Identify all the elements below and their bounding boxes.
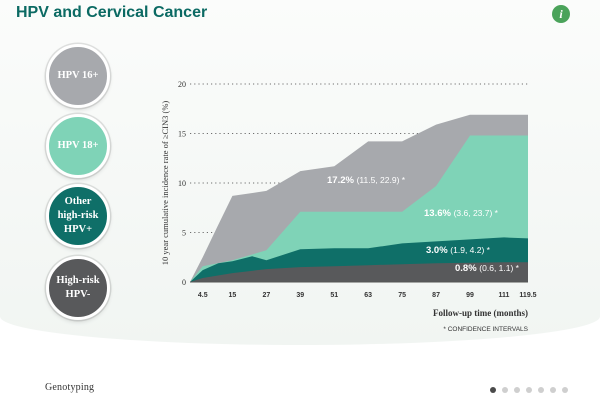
x-tick-label: 51 bbox=[330, 292, 338, 299]
series-annotation: 17.2% (11.5, 22.9) * bbox=[327, 175, 406, 186]
page-title: HPV and Cervical Cancer bbox=[16, 4, 208, 21]
footnote-label: * CONFIDENCE INTERVALS bbox=[443, 326, 528, 333]
genotype-label: Other high-risk HPV+ bbox=[57, 196, 99, 235]
x-tick-label: 4.5 bbox=[198, 292, 208, 299]
x-tick-label: 87 bbox=[432, 292, 440, 299]
y-tick-label: 0 bbox=[182, 278, 186, 287]
page-dot[interactable] bbox=[514, 387, 520, 393]
series-annotation: 13.6% (3.6, 23.7) * bbox=[424, 208, 499, 219]
incidence-chart: 0 5 10 15 20 4.5 15 27 39 51 63 75 87 99 111 119.5 17.2%… bbox=[160, 80, 537, 333]
y-tick-label: 5 bbox=[182, 229, 186, 238]
info-button[interactable]: i bbox=[552, 5, 570, 23]
y-tick-label: 15 bbox=[178, 130, 186, 139]
x-tick-label: 111 bbox=[498, 292, 509, 299]
x-tick-label: 63 bbox=[364, 292, 372, 299]
genotype-label: HPV 18+ bbox=[57, 140, 99, 151]
series-area bbox=[190, 262, 528, 282]
genotype-button-hpv16[interactable]: HPV 16+ bbox=[46, 44, 110, 108]
genotype-label: High-risk HPV- bbox=[56, 275, 100, 300]
genotype-label: HPV 16+ bbox=[57, 70, 99, 81]
series-annotation: 0.8% (0.6, 1.1) * bbox=[455, 263, 520, 274]
pagination-dots bbox=[490, 387, 574, 393]
x-tick-label: 75 bbox=[398, 292, 406, 299]
y-axis-label: 10 year cumulative incidence rate of ≥CI… bbox=[160, 101, 170, 266]
y-tick-label: 20 bbox=[178, 80, 186, 89]
x-tick-label: 119.5 bbox=[519, 292, 536, 299]
page-dot[interactable] bbox=[562, 387, 568, 393]
genotype-button-other-high-risk[interactable]: Other high-risk HPV+ bbox=[46, 184, 110, 248]
section-label: Genotyping bbox=[45, 382, 95, 393]
x-tick-label: 99 bbox=[466, 292, 474, 299]
page-dot[interactable] bbox=[502, 387, 508, 393]
series-annotation: 3.0% (1.9, 4.2) * bbox=[426, 245, 491, 256]
page-dot[interactable] bbox=[538, 387, 544, 393]
y-tick-label: 10 bbox=[178, 179, 186, 188]
x-axis-label: Follow-up time (months) bbox=[433, 308, 528, 318]
page-dot[interactable] bbox=[550, 387, 556, 393]
genotype-button-hpv18[interactable]: HPV 18+ bbox=[46, 114, 110, 178]
page-dot[interactable] bbox=[490, 387, 496, 393]
x-tick-label: 27 bbox=[262, 292, 270, 299]
page-dot[interactable] bbox=[526, 387, 532, 393]
genotype-button-high-risk-negative[interactable]: High-risk HPV- bbox=[46, 256, 110, 320]
x-tick-label: 39 bbox=[296, 292, 304, 299]
x-tick-label: 15 bbox=[229, 292, 237, 299]
